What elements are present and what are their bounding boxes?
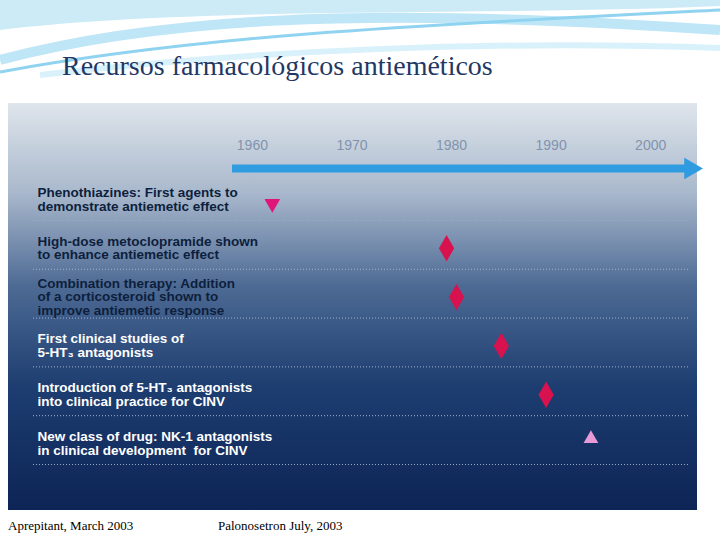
svg-text:Introduction of 5-HT₃ antagoni: Introduction of 5-HT₃ antagonistsinto cl… (38, 380, 253, 409)
svg-text:New class of drug: NK-1 antago: New class of drug: NK-1 antagonistsin cl… (38, 429, 273, 458)
html-text:Recursos farmacológicos antiem: Recursos farmacológicos antieméticos (62, 50, 493, 81)
svg-text:High-dose metoclopramide shown: High-dose metoclopramide shownto enhance… (38, 234, 259, 263)
svg-text:1970: 1970 (336, 137, 367, 153)
svg-text:1980: 1980 (436, 137, 467, 153)
svg-text:1960: 1960 (237, 137, 268, 153)
svg-text:First clinical studies of5-HT₃: First clinical studies of5-HT₃ antagonis… (38, 331, 185, 360)
svg-text:2000: 2000 (635, 137, 666, 153)
svg-text:Phenothiazines: First agents t: Phenothiazines: First agents todemonstra… (38, 185, 238, 214)
svg-text:Combination therapy: Additiono: Combination therapy: Additionof a cortic… (38, 276, 235, 318)
svg-text:1990: 1990 (536, 137, 567, 153)
html-text:Aprepitant, March 2003: Aprepitant, March 2003 (8, 518, 134, 533)
html-text:Palonosetron July, 2003: Palonosetron July, 2003 (218, 518, 343, 533)
